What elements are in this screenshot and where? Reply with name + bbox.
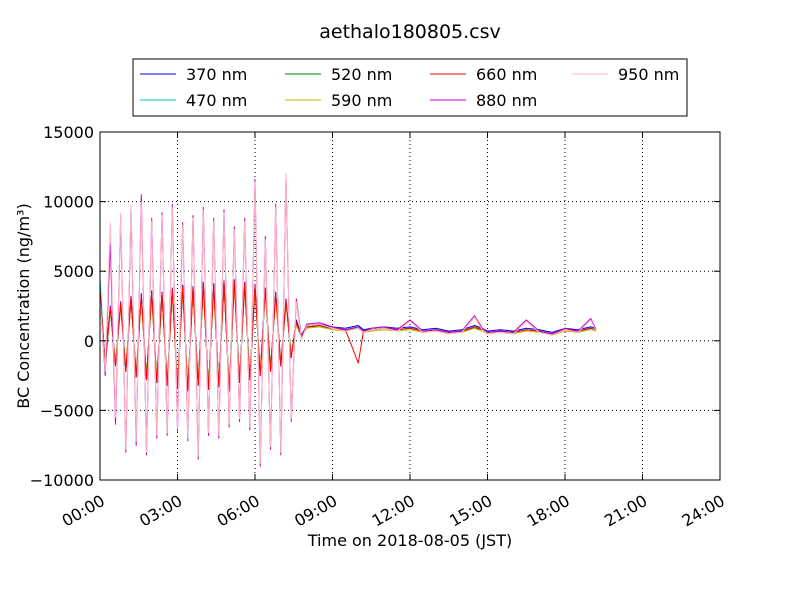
y-tick-label: −5000 xyxy=(40,401,94,420)
legend-label: 660 nm xyxy=(476,65,537,84)
y-tick-label: −10000 xyxy=(30,471,94,490)
y-tick-label: 10000 xyxy=(43,193,94,212)
legend-label: 590 nm xyxy=(331,91,392,110)
chart-title: aethalo180805.csv xyxy=(319,21,501,43)
ticks xyxy=(99,131,721,481)
legend-label: 370 nm xyxy=(186,65,247,84)
series-line-950-nm xyxy=(100,173,597,464)
legend-label: 950 nm xyxy=(618,65,679,84)
grid xyxy=(100,132,720,480)
series-group xyxy=(100,173,597,467)
x-axis-title: Time on 2018-08-05 (JST) xyxy=(307,531,512,550)
legend-label: 470 nm xyxy=(186,91,247,110)
y-axis-title: BC Concentration (ng/m³) xyxy=(14,203,33,408)
y-tick-label: 5000 xyxy=(53,262,94,281)
legend-label: 880 nm xyxy=(476,91,537,110)
plot-area xyxy=(100,132,720,480)
legend-label: 520 nm xyxy=(331,65,392,84)
legend xyxy=(132,58,688,117)
y-tick-labels: 15000 10000 5000 0 −5000 −10000 xyxy=(30,123,94,490)
y-tick-label: 0 xyxy=(84,332,94,351)
y-tick-label: 15000 xyxy=(43,123,94,142)
legend-items: 370 nm 470 nm 520 nm 590 nm 660 nm 880 nm 950 … xyxy=(140,65,679,110)
